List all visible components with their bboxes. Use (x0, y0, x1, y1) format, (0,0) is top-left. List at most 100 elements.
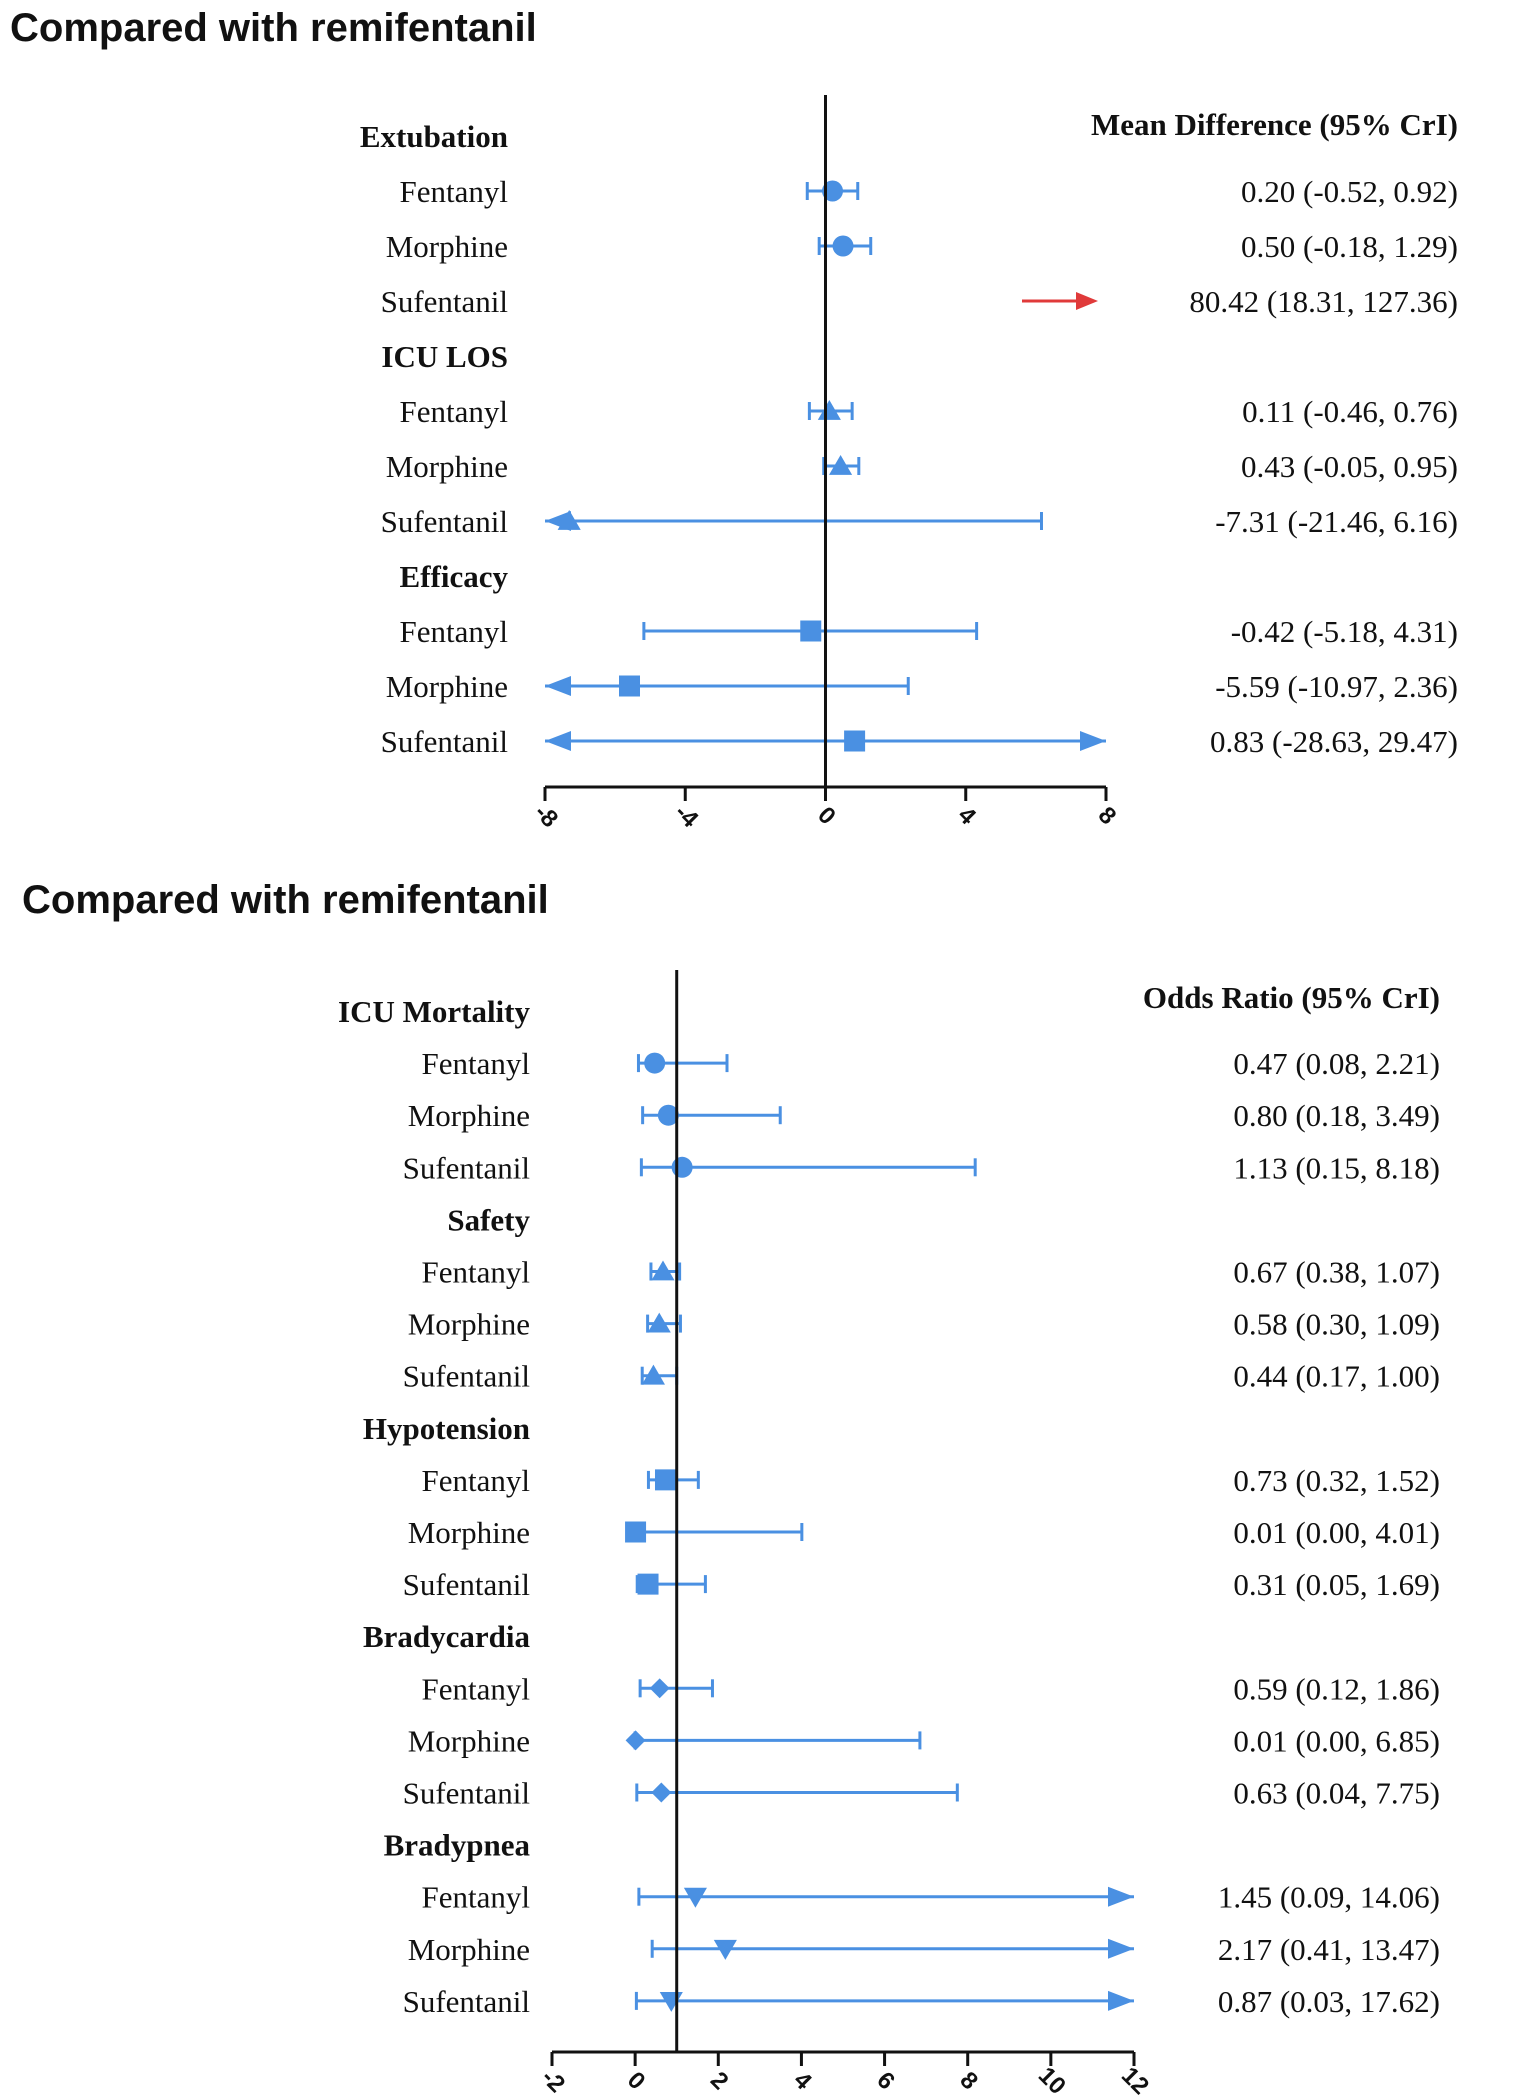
point-estimate-square (800, 620, 822, 642)
panel-2-row-label: Morphine (408, 1307, 530, 1342)
point-estimate-square (844, 730, 866, 752)
panel-2-row-label: Sufentanil (403, 1984, 530, 2019)
panel-2-row-value: 0.87 (0.03, 17.62) (1218, 1984, 1440, 2019)
ci-arrow-right (1108, 1886, 1134, 1907)
panel-2-group-label: ICU Mortality (338, 994, 530, 1029)
panel-1-row-label: Morphine (386, 229, 508, 264)
point-estimate-square (654, 1469, 676, 1491)
panel-2-title: Compared with remifentanil (22, 878, 549, 922)
panel-2-row-value: 0.31 (0.05, 1.69) (1233, 1567, 1440, 1602)
panel-2-row-label: Fentanyl (422, 1046, 531, 1081)
panel-1-row-value: 0.83 (-28.63, 29.47) (1210, 724, 1458, 759)
panel-1-row-value: 0.20 (-0.52, 0.92) (1241, 174, 1458, 209)
panel-1-row-value: 0.11 (-0.46, 0.76) (1242, 394, 1458, 429)
point-estimate-triangle-down (683, 1887, 707, 1908)
panel-2-row-label: Fentanyl (422, 1880, 531, 1915)
panel-2-row-value: 1.13 (0.15, 8.18) (1233, 1150, 1440, 1185)
panel-1-x-tick-label: 8 (1093, 802, 1122, 831)
panel-2-row-value: 1.45 (0.09, 14.06) (1218, 1880, 1440, 1915)
panel-1-x-tick-label: -8 (529, 799, 563, 833)
panel-1-row-value: -5.59 (-10.97, 2.36) (1215, 669, 1458, 704)
panel-2-row-label: Fentanyl (422, 1255, 531, 1290)
panel-2-row-label: Sufentanil (403, 1567, 530, 1602)
panel-2-x-tick-label: 0 (622, 2067, 651, 2096)
panel-2-row-value: 0.01 (0.00, 4.01) (1233, 1515, 1440, 1550)
point-estimate-circle (822, 180, 844, 202)
point-estimate-triangle (651, 1260, 675, 1281)
point-estimate-triangle (557, 509, 581, 530)
panel-1-group-label: Efficacy (400, 559, 509, 594)
ci-arrow-left (545, 731, 571, 751)
point-estimate-triangle-down (713, 1939, 737, 1960)
panel-1-row-value: 0.43 (-0.05, 0.95) (1241, 449, 1458, 484)
point-estimate-diamond (649, 1678, 670, 1699)
panel-2-row-label: Sufentanil (403, 1359, 530, 1394)
panel-2-row-label: Morphine (408, 1723, 530, 1758)
panel-1-x-tick-label: -4 (669, 799, 704, 834)
point-estimate-circle (657, 1104, 679, 1126)
panel-1-row-value: 0.50 (-0.18, 1.29) (1241, 229, 1458, 264)
panel-2-x-tick-label: -2 (536, 2064, 570, 2098)
panel-2-row-value: 0.63 (0.04, 7.75) (1233, 1776, 1440, 1811)
panel-1-row-label: Sufentanil (381, 284, 508, 319)
panel-1-row-label: Fentanyl (400, 614, 509, 649)
panel-2-row-value: 2.17 (0.41, 13.47) (1218, 1932, 1440, 1967)
panel-2-group-label: Bradypnea (384, 1828, 531, 1863)
ci-arrow-right (1108, 1938, 1134, 1959)
point-estimate-diamond (651, 1782, 672, 1803)
point-estimate-circle (644, 1052, 666, 1074)
panel-1-group-label: Extubation (360, 119, 508, 154)
panel-1-row-label: Sufentanil (381, 504, 508, 539)
point-estimate-square (619, 675, 641, 697)
panel-2-group-label: Bradycardia (363, 1619, 531, 1654)
panel-2-x-tick-label: 4 (788, 2067, 817, 2096)
panel-2-row-label: Sufentanil (403, 1150, 530, 1185)
panel-2-x-tick-label: 6 (871, 2067, 900, 2096)
point-estimate-circle (832, 235, 854, 257)
panel-2-row-value: 0.59 (0.12, 1.86) (1233, 1671, 1440, 1706)
panel-1-title: Compared with remifentanil (10, 6, 537, 50)
panel-1-row-value: -7.31 (-21.46, 6.16) (1215, 504, 1458, 539)
panel-2-row-value: 0.73 (0.32, 1.52) (1233, 1463, 1440, 1498)
ci-arrow-right (1108, 1990, 1134, 2011)
panel-1-row-value: -0.42 (-5.18, 4.31) (1231, 614, 1458, 649)
panel-2-row-value: 0.67 (0.38, 1.07) (1233, 1255, 1440, 1290)
point-estimate-diamond (625, 1730, 646, 1751)
panel-2-x-tick-label: 10 (1033, 2062, 1071, 2100)
panel-1-row-value: 80.42 (18.31, 127.36) (1189, 284, 1458, 319)
panel-2-row-label: Morphine (408, 1098, 530, 1133)
panel-1-group-label: ICU LOS (381, 339, 508, 374)
point-estimate-triangle (829, 454, 853, 475)
point-estimate-triangle (817, 399, 841, 420)
panel-2-group-label: Hypotension (363, 1411, 530, 1446)
point-estimate-circle (671, 1156, 693, 1178)
panel-2-row-label: Morphine (408, 1932, 530, 1967)
panel-2-row-label: Sufentanil (403, 1776, 530, 1811)
point-estimate-triangle (641, 1364, 665, 1385)
panel-2-row-value: 0.47 (0.08, 2.21) (1233, 1046, 1440, 1081)
panel-2-row-label: Fentanyl (422, 1463, 531, 1498)
point-estimate-square (637, 1573, 659, 1595)
panel-2-row-value: 0.80 (0.18, 3.49) (1233, 1098, 1440, 1133)
offscale-arrow-head (1076, 292, 1098, 310)
ci-arrow-left (545, 676, 571, 696)
panel-2-row-value: 0.58 (0.30, 1.09) (1233, 1307, 1440, 1342)
panel-2-row-value: 0.44 (0.17, 1.00) (1233, 1359, 1440, 1394)
panel-1-row-label: Sufentanil (381, 724, 508, 759)
panel-2-x-tick-label: 2 (705, 2067, 734, 2096)
panel-1-value-header: Mean Difference (95% CrI) (1091, 107, 1458, 142)
panel-2-value-header: Odds Ratio (95% CrI) (1143, 980, 1440, 1015)
ci-arrow-right (1080, 731, 1106, 751)
panel-2-row-label: Fentanyl (422, 1671, 531, 1706)
panel-2-row-label: Morphine (408, 1515, 530, 1550)
panel-1-row-label: Morphine (386, 449, 508, 484)
panel-1-row-label: Morphine (386, 669, 508, 704)
panel-1-x-tick-label: 0 (812, 802, 841, 831)
panel-2-x-tick-label: 8 (955, 2067, 984, 2096)
panel-1-row-label: Fentanyl (400, 174, 509, 209)
panel-1-row-label: Fentanyl (400, 394, 509, 429)
panel-2-group-label: Safety (447, 1202, 530, 1237)
point-estimate-square (625, 1521, 647, 1543)
point-estimate-triangle (647, 1312, 671, 1333)
